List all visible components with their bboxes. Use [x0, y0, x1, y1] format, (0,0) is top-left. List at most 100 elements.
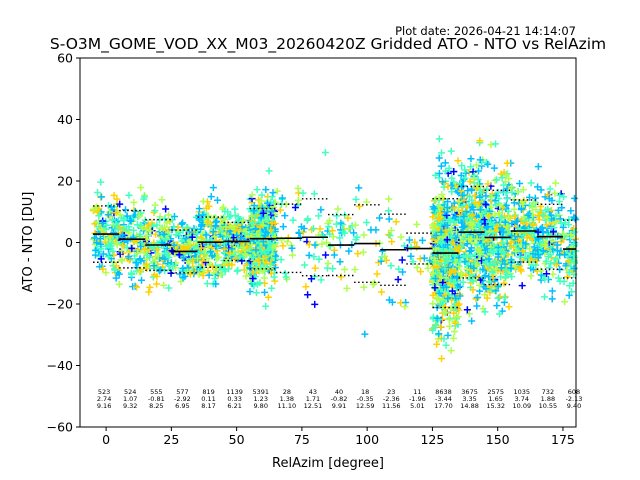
- data-point: [236, 253, 244, 261]
- data-point: [508, 219, 516, 227]
- data-point: [523, 241, 531, 249]
- data-point: [115, 280, 123, 288]
- data-point: [299, 228, 307, 236]
- data-point: [282, 273, 290, 281]
- data-point: [413, 220, 421, 228]
- data-point: [271, 264, 279, 272]
- data-point: [195, 270, 203, 278]
- data-point: [241, 250, 249, 258]
- data-point: [440, 308, 448, 316]
- data-point: [252, 246, 260, 254]
- data-point: [277, 256, 285, 264]
- data-point: [324, 260, 332, 268]
- data-point: [179, 254, 187, 262]
- data-point: [435, 135, 443, 143]
- data-point: [172, 231, 180, 239]
- data-point: [145, 288, 153, 296]
- data-point: [485, 239, 493, 247]
- data-point: [354, 250, 362, 258]
- data-point: [381, 252, 389, 260]
- data-point: [341, 265, 349, 273]
- data-point: [360, 283, 368, 291]
- data-point: [461, 166, 469, 174]
- data-point: [259, 209, 267, 217]
- data-point: [99, 265, 107, 273]
- x-tick-label: 175: [551, 432, 575, 447]
- data-point: [439, 278, 447, 286]
- data-point: [432, 232, 440, 240]
- data-point: [144, 221, 152, 229]
- bin-sd: 10.55: [539, 402, 558, 410]
- data-point: [153, 246, 161, 254]
- data-point: [260, 266, 268, 274]
- data-point: [525, 193, 533, 201]
- data-point: [455, 300, 463, 308]
- data-point: [243, 242, 251, 250]
- data-point: [382, 256, 390, 264]
- data-point: [170, 212, 178, 220]
- data-point: [385, 215, 393, 223]
- data-point: [311, 300, 319, 308]
- data-point: [432, 171, 440, 179]
- data-point: [204, 242, 212, 250]
- data-point: [305, 251, 313, 259]
- data-point: [534, 163, 542, 171]
- bin-sd: 11.56: [382, 402, 401, 410]
- data-point: [146, 283, 154, 291]
- data-point: [316, 225, 324, 233]
- data-point: [456, 215, 464, 223]
- data-point: [265, 167, 273, 175]
- data-point: [328, 227, 336, 235]
- data-point: [468, 317, 476, 325]
- data-point: [394, 275, 402, 283]
- data-point: [451, 319, 459, 327]
- data-point: [473, 302, 481, 310]
- data-point: [467, 163, 475, 171]
- data-point: [527, 272, 535, 280]
- bin-sd: 17.70: [434, 402, 453, 410]
- x-tick-label: 0: [102, 432, 110, 447]
- data-point: [442, 341, 450, 349]
- data-point: [212, 218, 220, 226]
- data-point: [322, 251, 330, 259]
- data-point: [255, 258, 263, 266]
- data-point: [435, 289, 443, 297]
- data-point: [435, 330, 443, 338]
- data-point: [223, 255, 231, 263]
- data-point: [481, 308, 489, 316]
- data-point: [363, 218, 371, 226]
- data-point: [465, 235, 473, 243]
- data-point: [516, 179, 524, 187]
- data-point: [378, 288, 386, 296]
- data-point: [152, 230, 160, 238]
- data-point: [204, 218, 212, 226]
- data-point: [486, 212, 494, 220]
- data-point: [471, 192, 479, 200]
- data-point: [213, 254, 221, 262]
- x-tick-label: 25: [163, 432, 179, 447]
- data-point: [413, 264, 421, 272]
- data-point: [246, 288, 254, 296]
- data-point: [529, 220, 537, 228]
- bin-sd: 8.17: [201, 402, 215, 410]
- data-point: [304, 291, 312, 299]
- data-point: [151, 207, 159, 215]
- data-point: [207, 193, 215, 201]
- data-point: [499, 228, 507, 236]
- data-point: [268, 219, 276, 227]
- data-point: [385, 296, 393, 304]
- data-point: [483, 185, 491, 193]
- data-point: [418, 236, 426, 244]
- data-point: [125, 248, 133, 256]
- data-point: [455, 306, 463, 314]
- scatter-points: [89, 135, 580, 363]
- y-axis-label: ATO - NTO [DU]: [21, 192, 36, 293]
- data-point: [257, 247, 265, 255]
- data-point: [132, 259, 140, 267]
- data-point: [97, 193, 105, 201]
- data-point: [98, 226, 106, 234]
- data-point: [462, 169, 470, 177]
- data-point: [305, 240, 313, 248]
- data-point: [501, 265, 509, 273]
- data-point: [281, 269, 289, 277]
